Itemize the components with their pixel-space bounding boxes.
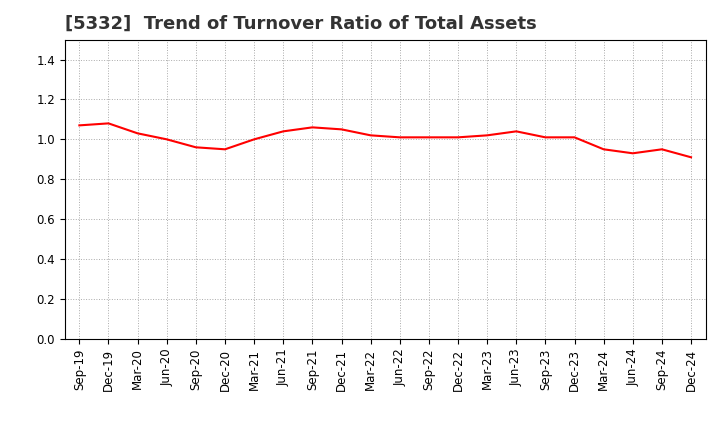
Text: [5332]  Trend of Turnover Ratio of Total Assets: [5332] Trend of Turnover Ratio of Total … (65, 15, 536, 33)
